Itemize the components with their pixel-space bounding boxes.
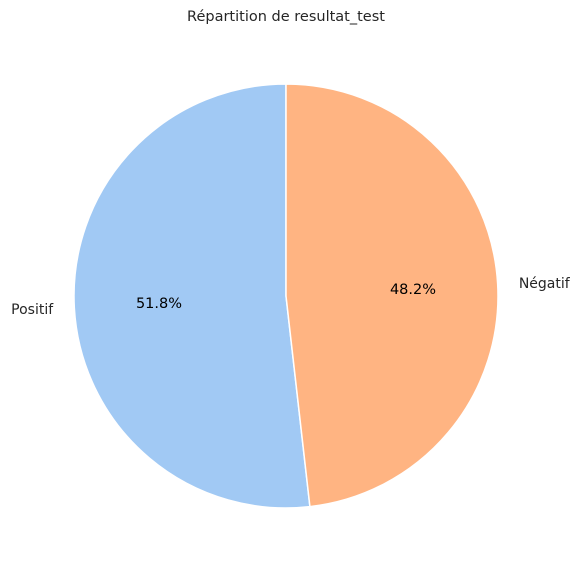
pie-slice-positif xyxy=(73,83,311,509)
category-label-négatif: Négatif xyxy=(519,276,571,292)
chart-title: Répartition de resultat_test xyxy=(187,9,385,25)
pie-labels: 51.8% Positif 48.2% Négatif xyxy=(11,276,571,318)
pct-label-négatif: 48.2% xyxy=(390,282,436,298)
pct-label-positif: 51.8% xyxy=(136,296,182,312)
category-label-positif: Positif xyxy=(11,302,54,318)
pie-slice-négatif xyxy=(285,83,499,508)
pie-slices xyxy=(73,83,499,509)
